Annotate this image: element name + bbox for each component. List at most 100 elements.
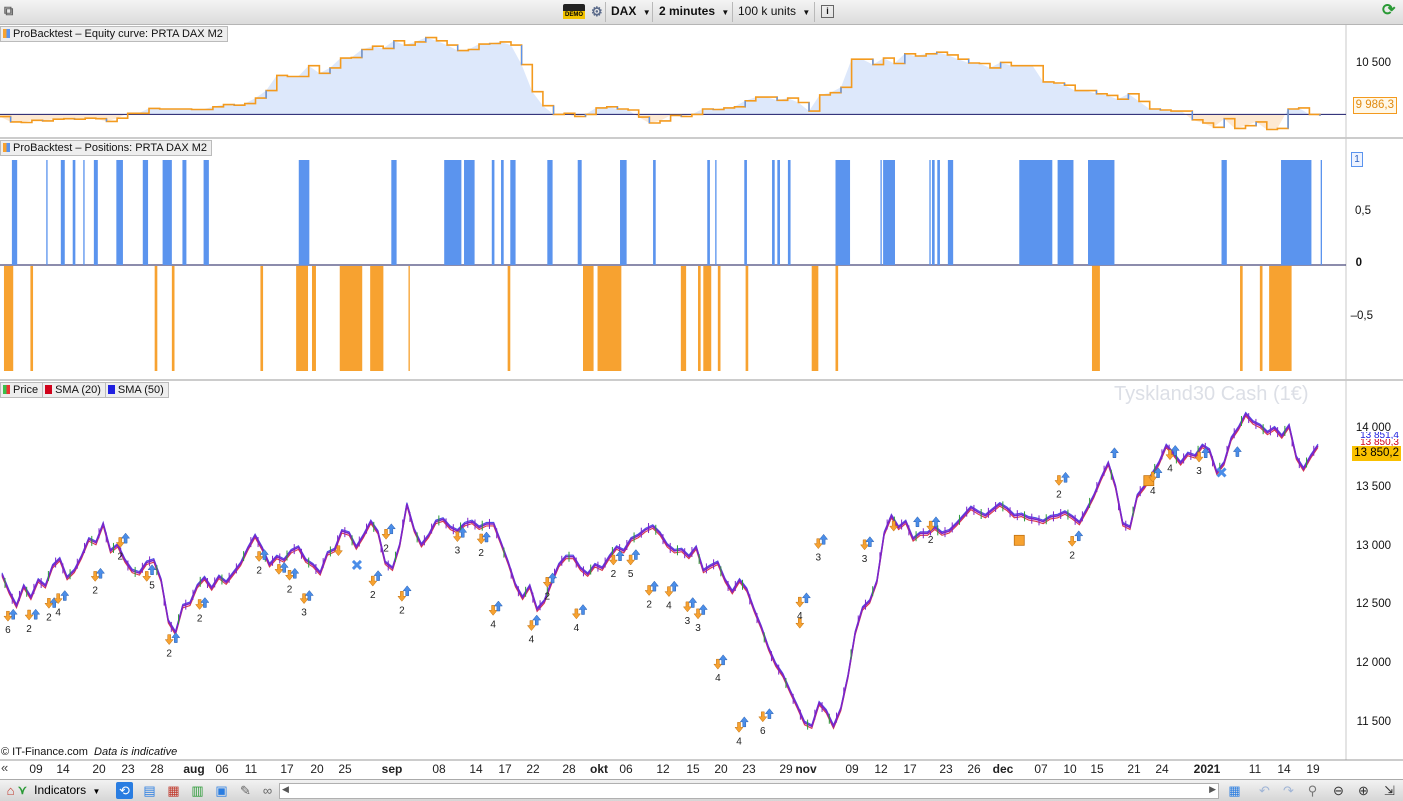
zoom-in-icon[interactable]: ⊕ — [1358, 783, 1369, 798]
sell-arrow-icon — [397, 591, 407, 602]
sell-arrow-icon — [626, 554, 636, 566]
comment-icon[interactable]: ▤ — [143, 783, 156, 798]
x-tick-label: 20 — [310, 762, 324, 776]
short-position-bar — [3, 266, 14, 371]
draw-icon[interactable]: ✎ — [240, 783, 251, 798]
settings-icon[interactable]: ⚙ — [591, 4, 603, 19]
y-tick: 11 500 — [1356, 716, 1391, 728]
sell-arrow-icon — [682, 601, 692, 613]
indicators-button[interactable]: ⋎ Indicators ▼ — [18, 782, 100, 799]
signal-count-label: 2 — [646, 599, 652, 610]
signal-count-label: 3 — [685, 616, 691, 627]
y-tick: 0 — [1355, 257, 1362, 269]
short-position-bar — [597, 266, 622, 371]
x-tick-label: 12 — [874, 762, 888, 776]
sma50-tag: 13 851,4 — [1358, 432, 1401, 440]
signal-count-label: 3 — [301, 608, 307, 619]
short-position-bar — [745, 266, 749, 371]
sma50-swatch — [107, 385, 115, 394]
calendar-icon[interactable]: ▦ — [1228, 783, 1241, 798]
buy-arrow-icon — [698, 604, 708, 615]
indicative-note: Data is indicative — [94, 746, 178, 758]
signal-count-label: 2 — [611, 569, 617, 580]
buy-arrow-icon — [121, 532, 131, 544]
buy-arrow-icon — [718, 654, 728, 666]
window-restore-icon[interactable]: ⧉ — [4, 3, 14, 18]
link-icon[interactable]: ∞ — [262, 783, 273, 798]
zoom-out-icon[interactable]: ⊖ — [1333, 783, 1344, 798]
buy-arrow-icon — [548, 572, 558, 584]
scroll-right-arrow[interactable]: ▶ — [1209, 784, 1216, 794]
short-position-bar — [370, 266, 384, 371]
buy-arrow-icon — [1153, 467, 1163, 478]
signal-count-label: 2 — [383, 543, 389, 554]
x-tick-label: 25 — [338, 762, 352, 776]
units-label: 100 k units — [738, 4, 797, 18]
signal-count-label: 4 — [797, 611, 803, 622]
exit-cross-icon — [1216, 467, 1227, 478]
exit-cross-icon — [351, 559, 363, 570]
crosshair-icon[interactable]: ⇲ — [1384, 783, 1395, 798]
chevron-down-icon: ▼ — [802, 8, 811, 17]
sell-arrow-icon — [795, 617, 805, 629]
long-position-bar — [391, 160, 397, 265]
sell-arrow-icon — [1054, 475, 1064, 486]
alert-icon[interactable]: ▦ — [167, 783, 180, 798]
sell-arrow-icon — [381, 529, 391, 540]
buy-arrow-icon — [1201, 447, 1211, 458]
equity-legend[interactable]: ProBacktest – Equity curve: PRTA DAX M2 — [0, 26, 228, 42]
scroll-left-arrow[interactable]: ◀ — [282, 784, 289, 794]
short-position-bar — [408, 266, 410, 371]
x-tick-label: 09 — [845, 762, 859, 776]
refresh-icon[interactable]: ⟳ — [1382, 2, 1396, 19]
buy-arrow-icon — [304, 590, 314, 601]
short-position-bar — [717, 266, 721, 371]
scroll-left-icon[interactable]: « — [1, 760, 9, 775]
legend-price[interactable]: Price — [0, 382, 44, 398]
zoom-fit-icon[interactable]: ⚲ — [1307, 783, 1318, 798]
legend-sma50-label: SMA (50) — [117, 384, 164, 396]
instrument-selector[interactable]: DAX ▼ — [611, 3, 651, 20]
orange-blue-swatch — [3, 29, 10, 38]
timeframe-selector[interactable]: 2 minutes ▼ — [659, 3, 729, 20]
equity-legend-label: ProBacktest – Equity curve: PRTA DAX M2 — [13, 28, 223, 40]
horizontal-scrollbar[interactable]: ◀ ▶ — [279, 783, 1219, 799]
chevron-down-icon: ▼ — [642, 8, 651, 17]
long-position-bar — [510, 160, 516, 265]
share-icon[interactable]: ⟲ — [116, 782, 133, 799]
buy-arrow-icon — [739, 716, 749, 728]
legend-sma50[interactable]: SMA (50) — [104, 382, 169, 398]
x-tick-label: 15 — [1090, 762, 1104, 776]
buy-arrow-icon — [1061, 471, 1071, 483]
screener-icon[interactable]: ▣ — [215, 783, 228, 798]
bottom-toolbar: ⌂ ⋎ Indicators ▼ ⟲ ▤ ▦ ▥ ▣ ✎ ∞ ◀ ▶ ▦ ↶ ↷… — [0, 779, 1403, 801]
signal-count-label: 5 — [628, 569, 634, 580]
buy-arrow-icon — [912, 516, 922, 528]
x-tick-label: 17 — [903, 762, 917, 776]
undo-icon[interactable]: ↶ — [1259, 783, 1270, 798]
long-position-bar — [835, 160, 851, 265]
buy-arrow-icon — [200, 597, 210, 608]
demo-badge: DEMO — [563, 4, 585, 20]
buy-arrow-icon — [865, 536, 875, 547]
equity-gain-area — [0, 37, 1320, 115]
sell-arrow-icon — [142, 571, 152, 582]
info-icon[interactable]: i — [821, 5, 834, 18]
sell-arrow-icon — [795, 596, 805, 608]
short-position-bar — [339, 266, 363, 371]
sell-arrow-icon — [368, 575, 378, 587]
redo-icon[interactable]: ↷ — [1283, 783, 1294, 798]
long-position-bar — [947, 160, 954, 265]
signal-count-label: 4 — [666, 601, 672, 612]
positions-legend[interactable]: ProBacktest – Positions: PRTA DAX M2 — [0, 140, 213, 156]
order-icon[interactable]: ▥ — [191, 783, 204, 798]
units-selector[interactable]: 100 k units ▼ — [738, 3, 810, 20]
sell-arrow-icon — [644, 585, 654, 596]
buy-arrow-icon — [31, 608, 41, 620]
sma20-swatch — [45, 385, 53, 394]
long-position-bar — [1320, 160, 1322, 265]
legend-sma20[interactable]: SMA (20) — [42, 382, 106, 398]
signal-count-label: 4 — [490, 619, 496, 630]
chart-type-icon[interactable]: ⌂ — [6, 783, 15, 798]
